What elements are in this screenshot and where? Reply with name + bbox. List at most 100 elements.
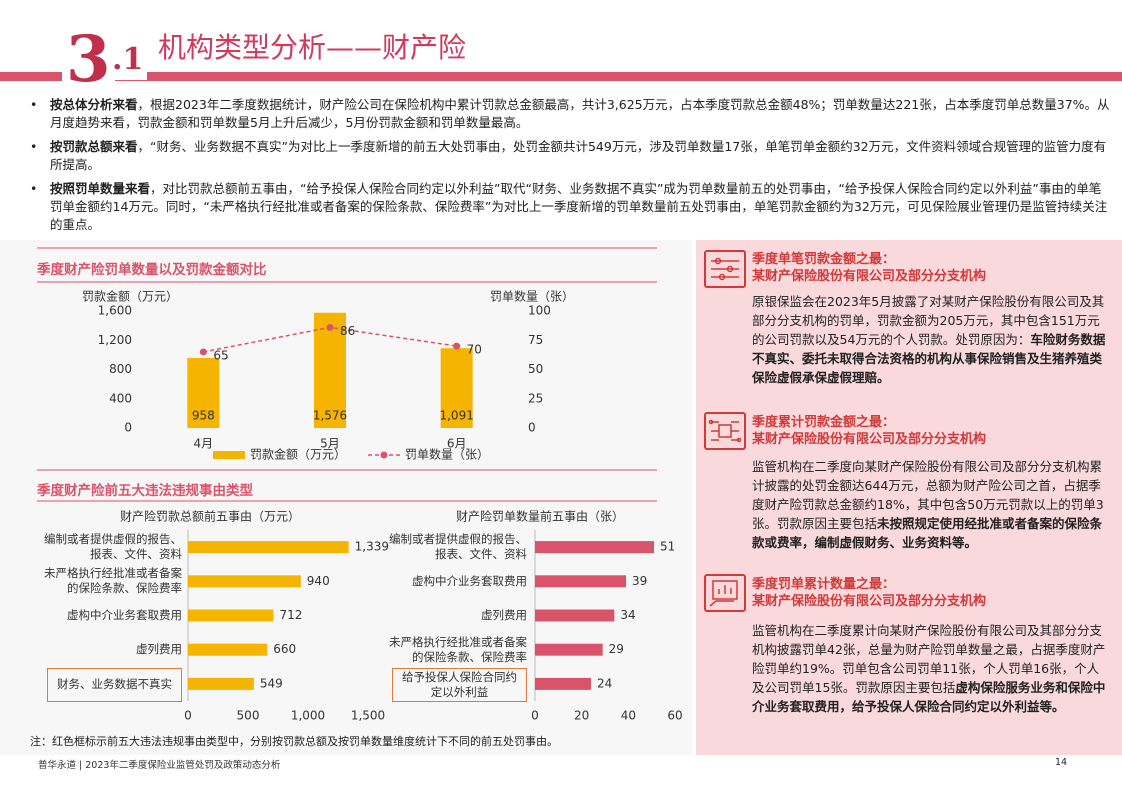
- icon: [704, 574, 746, 612]
- chart-title: 财产险罚单数量前五事由（张）: [456, 509, 624, 524]
- bar-value-label: 24: [597, 676, 612, 690]
- bullet: 按照罚单数量来看，对比罚款总额前五事由，“给予投保人保险合同约定以外利益”取代“…: [30, 180, 1110, 234]
- y-tick-label: 800: [109, 362, 132, 376]
- section-number: 3: [62, 20, 115, 100]
- category-label: 虚构中介业务套取费用: [67, 608, 182, 622]
- category-label: 给予投保人保险合同约定以外利益: [392, 667, 527, 702]
- y2-tick-label: 75: [528, 333, 543, 347]
- y2-axis-title: 罚单数量（张）: [490, 289, 574, 304]
- bullet-text: ，“财务、业务数据不真实”为对比上一季度新增的前五大处罚事由，处罚金额共计549…: [50, 139, 1107, 172]
- x-tick-label: 0: [531, 709, 539, 723]
- card-text: 监管机构在二季度向某财产保险股份有限公司及部分分支机构累计披露的处罚金额达644…: [752, 459, 1104, 531]
- footer-source: 普华永道 | 2023年二季度保险业监管处罚及政策动态分析: [38, 760, 281, 771]
- note: 注：红色框标示前五大违法违规事由类型中，分别按罚款总额及按罚单数量维度统计下不同…: [30, 735, 558, 748]
- bullet: 按总体分析来看，根据2023年二季度数据统计，财产险公司在保险机构中累计罚款总金…: [30, 96, 1110, 132]
- bar: [535, 541, 654, 554]
- category-label: 虚列费用: [136, 642, 182, 657]
- bullet-text: ，对比罚款总额前五事由，“给予投保人保险合同约定以外利益”取代“财务、业务数据不…: [50, 181, 1108, 232]
- y2-tick-label: 0: [528, 421, 536, 435]
- card-text: 监管机构在二季度累计向某财产保险股份有限公司及其部分分支机构披露罚单42张，总量…: [752, 623, 1106, 695]
- y2-tick-label: 100: [528, 304, 551, 318]
- card-body: 原银保监会在2023年5月披露了对某财产保险股份有限公司及其部分分支机构的罚单，…: [752, 292, 1108, 387]
- card-text: 未按照规定使用经批准或者备案的保险条款或费率，编制虚假财务、业务资料等。: [752, 516, 1103, 550]
- slide-title: 机构类型分析——财产险: [158, 31, 467, 64]
- bar-value-label: 549: [260, 676, 283, 690]
- card-text: 虚构保险服务业务和保险中介业务套取费用，给予投保人保险合同约定以外利益等。: [752, 680, 1106, 714]
- section-title: 季度财产险罚单数量以及罚款金额对比: [37, 262, 267, 278]
- card-text: 车险财务数据不真实、委托未取得合法资格的机构从事保险销售及生猪养殖类保险虚假承保…: [752, 332, 1106, 385]
- bar: [535, 609, 615, 622]
- bar-value-label: 1,576: [313, 409, 347, 423]
- bar: [188, 575, 301, 588]
- legend-label: 罚款金额（万元）: [250, 447, 346, 462]
- line-marker: [199, 348, 207, 356]
- bullet-list: 按总体分析来看，根据2023年二季度数据统计，财产险公司在保险机构中累计罚款总金…: [30, 96, 1110, 240]
- bar: [187, 357, 220, 428]
- chart-title: 财产险罚款总额前五事由（万元）: [120, 509, 300, 524]
- y-tick-label: 1,200: [98, 333, 132, 347]
- y-tick-label: 1,600: [98, 304, 132, 318]
- category-label: 虚构中介业务套取费用: [412, 573, 527, 588]
- card-title: 季度罚单累计数量之最：: [752, 577, 896, 592]
- x-tick-label: 20: [574, 709, 589, 723]
- bar-value-label: 1,339: [355, 540, 389, 554]
- x-tick-label: 60: [667, 709, 682, 723]
- line-value-label: 70: [467, 343, 482, 357]
- card-body: 监管机构在二季度累计向某财产保险股份有限公司及其部分分支机构披露罚单42张，总量…: [752, 621, 1108, 716]
- y-tick-label: 0: [124, 421, 132, 435]
- card-text: 原银保监会在2023年5月披露了对某财产保险股份有限公司及其部分分支机构的罚单，…: [752, 294, 1105, 347]
- x-tick-label: 500: [237, 709, 260, 723]
- section-subnumber: .1: [112, 40, 148, 80]
- category-label: 财务、业务数据不真实: [47, 667, 182, 702]
- bullet-text: ，根据2023年二季度数据统计，财产险公司在保险机构中累计罚款总金额最高，共计3…: [50, 97, 1110, 130]
- bullet-lead: 按照罚单数量来看: [50, 181, 151, 196]
- bar: [188, 541, 349, 554]
- x-tick-label: 4月: [194, 437, 214, 451]
- legend-marker: [380, 451, 388, 459]
- bar-value-label: 712: [279, 608, 302, 622]
- bullet: 按罚款总额来看，“财务、业务数据不真实”为对比上一季度新增的前五大处罚事由，处罚…: [30, 138, 1110, 174]
- card-title: 季度累计罚款金额之最：: [752, 415, 896, 430]
- line-marker: [326, 323, 334, 331]
- bar: [314, 312, 346, 428]
- legend-swatch: [213, 451, 245, 459]
- card-subtitle: 某财产保险股份有限公司及部分分支机构: [752, 269, 987, 284]
- bar: [535, 575, 626, 588]
- bar: [535, 643, 603, 656]
- bar-value-label: 660: [273, 642, 296, 656]
- line-value-label: 65: [213, 348, 228, 362]
- icon: [704, 250, 746, 288]
- card-subtitle: 某财产保险股份有限公司及部分分支机构: [752, 594, 987, 609]
- bar: [440, 348, 473, 428]
- x-tick-label: 5月: [320, 437, 340, 451]
- category-label: 未严格执行经批准或者备案的保险条款、保险费率: [44, 566, 182, 596]
- bar-value-label: 39: [632, 574, 647, 588]
- section-title: 季度财产险前五大违法违规事由类型: [37, 483, 253, 499]
- y2-tick-label: 50: [528, 362, 543, 376]
- bar-value-label: 940: [307, 574, 330, 588]
- x-tick-label: 0: [184, 709, 192, 723]
- category-label: 编制或者提供虚假的报告、报表、文件、资料: [389, 532, 527, 562]
- x-tick-label: 6月: [447, 437, 467, 451]
- bar-value-label: 958: [192, 409, 215, 423]
- highlight-panel: [696, 240, 1122, 755]
- bullet-lead: 按总体分析来看: [50, 97, 138, 112]
- y-tick-label: 400: [109, 391, 132, 405]
- card-title: 季度单笔罚款金额之最：: [752, 252, 896, 267]
- x-tick-label: 1,000: [291, 709, 325, 723]
- y-axis-title: 罚款金额（万元）: [82, 289, 178, 304]
- x-tick-label: 1,500: [351, 709, 385, 723]
- bar: [535, 677, 591, 690]
- category-label: 虚列费用: [481, 608, 527, 622]
- bar: [188, 643, 268, 656]
- bar-value-label: 51: [660, 540, 675, 554]
- header-bar: [0, 72, 1122, 81]
- bullet-lead: 按罚款总额来看: [50, 139, 138, 154]
- line-marker: [453, 342, 461, 350]
- x-tick-label: 40: [621, 709, 636, 723]
- bar: [188, 677, 254, 690]
- icon: [704, 412, 746, 450]
- bar-value-label: 34: [620, 608, 635, 622]
